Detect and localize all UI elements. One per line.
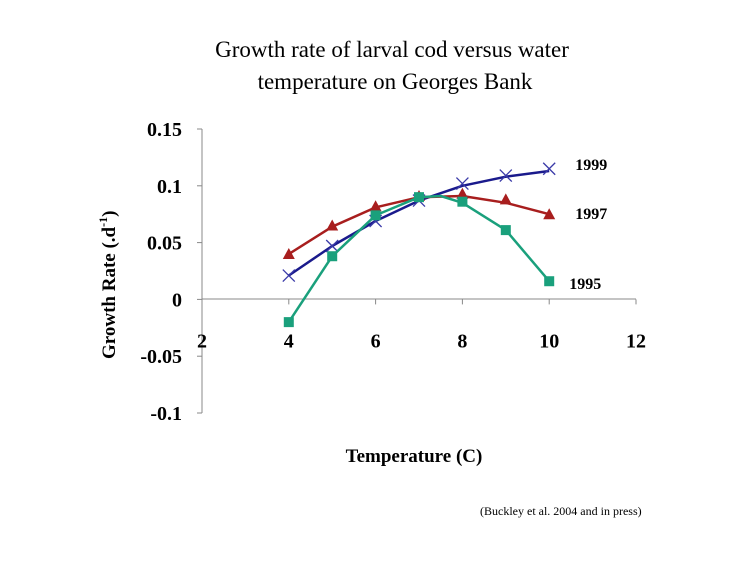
y-tick-label: 0.15 — [147, 119, 182, 141]
data-point — [544, 276, 555, 287]
y-axis-label-main: Growth Rate (.d — [99, 226, 120, 359]
x-tick-label: 12 — [626, 330, 646, 352]
y-tick-label: -0.1 — [150, 403, 182, 425]
data-point — [499, 193, 512, 205]
x-tick-label: 2 — [197, 330, 207, 352]
y-tick-label: 0 — [172, 289, 182, 311]
x-tick-label: 4 — [284, 330, 294, 352]
citation: (Buckley et al. 2004 and in press) — [480, 504, 642, 518]
x-tick-label: 6 — [371, 330, 381, 352]
series-layer: 1999 1997 1995 — [282, 157, 607, 328]
data-point — [370, 210, 381, 221]
chart-title-line-1: Growth rate of larval cod versus water — [215, 37, 569, 62]
x-ticks: 2 4 6 8 10 12 — [197, 299, 646, 352]
series-line-1995 — [287, 194, 551, 323]
data-point — [327, 251, 338, 262]
x-tick-label: 8 — [457, 330, 467, 352]
data-point — [414, 192, 424, 203]
y-axis-label-close: ) — [99, 211, 120, 217]
series-line-1997 — [288, 194, 550, 256]
data-point — [325, 239, 339, 253]
y-tick-label: 0.05 — [147, 233, 182, 255]
data-point — [283, 317, 294, 328]
y-axis-label: Growth Rate (.d-1) — [96, 211, 120, 359]
y-tick-label: -0.05 — [140, 346, 182, 368]
axes: 0.15 0.1 0.05 0 -0.05 -0.1 2 4 6 8 10 12 — [140, 119, 646, 425]
y-tick-label: 0.1 — [157, 176, 182, 198]
data-point — [500, 225, 511, 236]
y-ticks: 0.15 0.1 0.05 0 -0.05 -0.1 — [140, 119, 202, 425]
series-label-1999: 1999 — [575, 157, 607, 174]
data-point — [543, 208, 556, 220]
data-point — [282, 269, 296, 283]
data-point — [369, 200, 382, 212]
data-point — [457, 196, 468, 207]
x-tick-label: 10 — [539, 330, 559, 352]
y-axis-label-superscript: -1 — [96, 217, 110, 227]
series-label-1997: 1997 — [575, 206, 607, 223]
data-point — [456, 187, 469, 199]
series-label-1995: 1995 — [569, 276, 601, 293]
data-point — [282, 247, 295, 259]
x-axis-label: Temperature (C) — [346, 446, 483, 467]
data-point — [455, 177, 469, 190]
series-1999: 1999 — [282, 157, 607, 283]
chart-title-line-2: temperature on Georges Bank — [258, 69, 533, 94]
y-axis-label-group: Growth Rate (.d-1) — [96, 211, 120, 359]
data-point — [542, 162, 556, 176]
data-point — [326, 219, 339, 231]
data-point — [499, 169, 513, 183]
series-1995: 1995 — [283, 192, 601, 328]
